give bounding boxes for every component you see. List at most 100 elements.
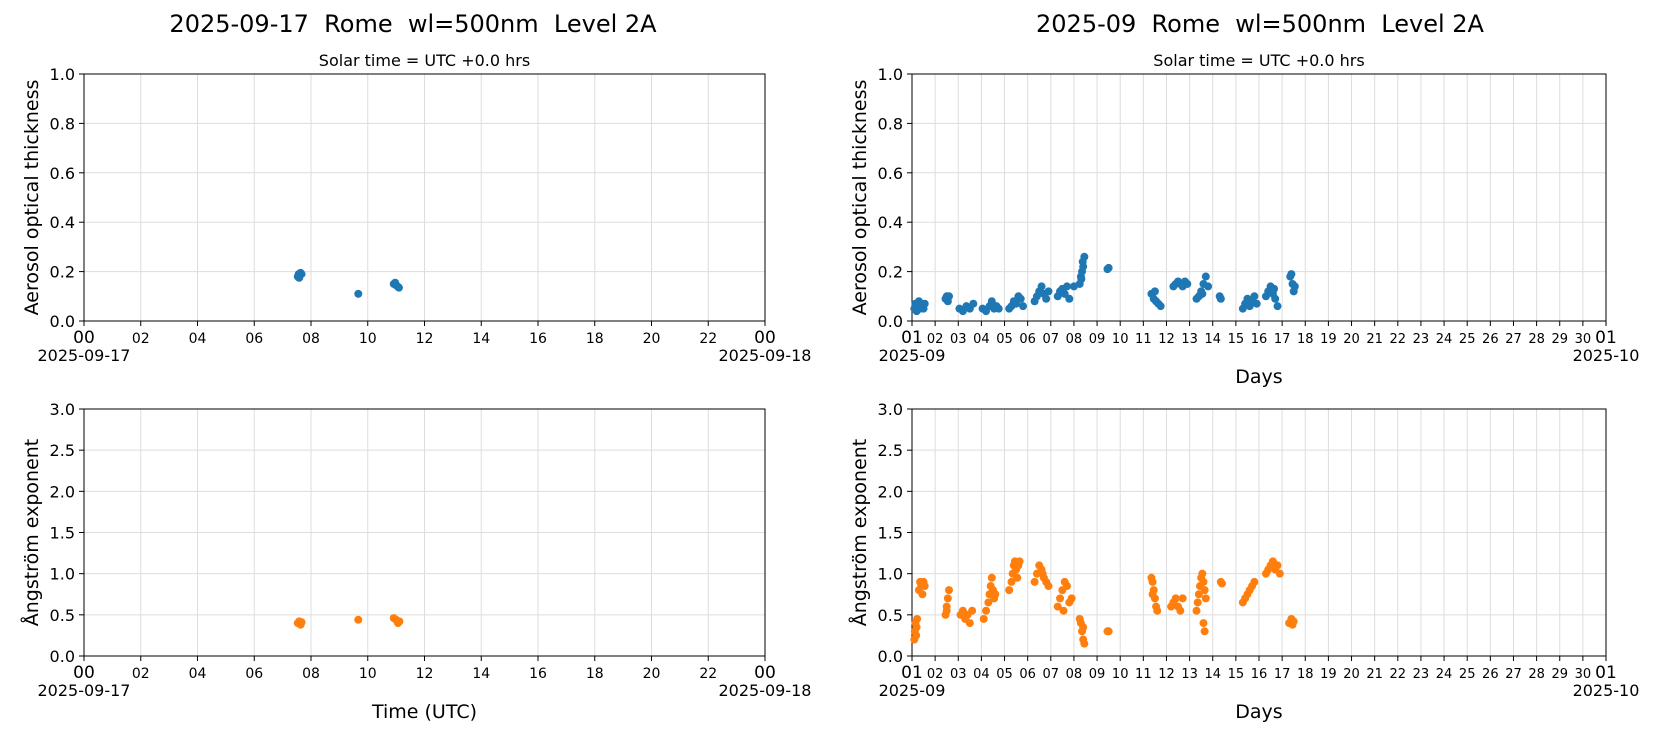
panel-3-data-point (1176, 606, 1185, 615)
panel-2-xtick-label: 04 (189, 666, 207, 682)
panel-1-xtick-label: 15 (1228, 332, 1245, 347)
panel-1-ytick-label: 0.2 (878, 263, 903, 282)
panel-2-data-point (297, 618, 306, 627)
panel-3-data-point (1273, 561, 1282, 570)
panel-2-xtick-label: 16 (529, 666, 547, 682)
panel-3-data-point (913, 614, 922, 623)
panel-3-data-point (982, 606, 991, 615)
panel-1-xtick-label: 02 (927, 332, 944, 347)
panel-3-data-point (1038, 569, 1047, 578)
panel-3-data-point (965, 619, 974, 628)
panel-1-data-point (1287, 270, 1296, 279)
panel-0-xtick-label: 00 (73, 328, 95, 348)
panel-1-ytick-label: 0.4 (878, 213, 903, 232)
panel-2-xtick-label: 00 (754, 663, 776, 683)
panel-3-xtick-label: 05 (996, 667, 1013, 682)
panel-0-ytick-label: 0.4 (50, 213, 75, 232)
panel-3-xtick-label: 01 (901, 663, 923, 683)
panel-3-xtick-label: 06 (1019, 667, 1036, 682)
panel-3-data-point (987, 573, 996, 582)
panel-3-ytick-label: 3.0 (878, 400, 903, 419)
panel-3-data-point (968, 606, 977, 615)
panel-3-data-point (1178, 594, 1187, 603)
panel-3-data-point (1013, 573, 1022, 582)
panel-2-xtick-label: 10 (359, 666, 377, 682)
panel-3-xtick-label: 15 (1228, 667, 1245, 682)
panel-1-data-point (1019, 302, 1028, 311)
panel-0-xdate-start: 2025-09-17 (38, 346, 131, 365)
panel-2-xtick-label: 14 (472, 666, 490, 682)
panel-1-data-point (1037, 282, 1046, 291)
panel-3-data-point (1080, 639, 1089, 648)
panel-3-xtick-label: 04 (973, 667, 990, 682)
panel-0-xtick-label: 14 (472, 331, 490, 347)
panel-3-data-point (1198, 569, 1207, 578)
panel-3-xlabel: Days (1235, 701, 1282, 723)
panel-3-xdate-end: 2025-10 (1573, 681, 1640, 700)
left-column-title: 2025-09-17 Rome wl=500nm Level 2A (169, 10, 657, 38)
panel-0-ytick-label: 0.0 (50, 312, 75, 331)
panel-1-xtick-label: 08 (1066, 332, 1083, 347)
panel-3-data-point (1030, 577, 1039, 586)
panel-3-data-point (1171, 594, 1180, 603)
panel-3-data-point (1044, 582, 1053, 591)
panel-3-data-point (1059, 606, 1068, 615)
panel-1-ylabel: Aerosol optical thickness (849, 80, 871, 316)
panel-1-xtick-label: 01 (1595, 328, 1617, 348)
panel-1-ytick-label: 0.6 (878, 164, 903, 183)
panel-1-ytick-label: 1.0 (878, 65, 903, 84)
panel-3-xtick-label: 07 (1043, 667, 1060, 682)
panel-1-xtick-label: 19 (1320, 332, 1337, 347)
panel-3-data-point (1275, 569, 1284, 578)
panel-0-ytick-label: 0.8 (50, 114, 75, 133)
panel-3-data-point (984, 598, 993, 607)
panel-0-data-point (295, 273, 304, 282)
panel-3-axes-frame (911, 408, 1607, 657)
panel-3-ytick-label: 2.0 (878, 482, 903, 501)
panel-3-ylabel: Ångström exponent (848, 439, 871, 627)
panel-1-xtick-label: 09 (1089, 332, 1106, 347)
panel-3-xtick-label: 25 (1459, 667, 1476, 682)
panel-1-xtick-label: 13 (1181, 332, 1198, 347)
panel-1-data-point (1156, 302, 1165, 311)
panel-1-xdate-end: 2025-10 (1573, 346, 1640, 365)
panel-3-data-point (1053, 602, 1062, 611)
panel-1-ytick-label: 0.8 (878, 114, 903, 133)
panel-1-xtick-label: 06 (1019, 332, 1036, 347)
panel-3-xtick-label: 20 (1343, 667, 1360, 682)
panel-1-data-point (969, 299, 978, 308)
panel-3-xtick-label: 22 (1390, 667, 1407, 682)
panel-1-data-point (1198, 289, 1207, 298)
panel-1-data-point (1104, 263, 1113, 272)
panel-0-xtick-label: 18 (586, 331, 604, 347)
panel-3-data-point (1193, 598, 1202, 607)
panel-3-xtick-label: 01 (1595, 663, 1617, 683)
panel-0-xtick-label: 10 (359, 331, 377, 347)
panel-2-data-point (354, 615, 363, 624)
panel-2-ytick-label: 0.0 (50, 647, 75, 666)
panel-1-xtick-label: 22 (1390, 332, 1407, 347)
panel-1-data-point (1042, 294, 1051, 303)
panel-3-xtick-label: 28 (1528, 667, 1545, 682)
panel-2-xtick-label: 12 (416, 666, 434, 682)
panel-2-xdate-start: 2025-09-17 (38, 681, 131, 700)
panel-3-data-point (1015, 557, 1024, 566)
panel-3-data-point (918, 590, 927, 599)
panel-3-xtick-label: 09 (1089, 667, 1106, 682)
panel-1-xtick-label: 30 (1575, 332, 1592, 347)
panel-3-data-point (1005, 586, 1014, 595)
panel-0-xdate-end: 2025-09-18 (719, 346, 812, 365)
panel-1-data-point (1062, 282, 1071, 291)
panel-1-xtick-label: 11 (1135, 332, 1152, 347)
panel-2-xtick-label: 02 (132, 666, 150, 682)
panel-3-data-point (1200, 627, 1209, 636)
panel-3-data-point (1200, 586, 1209, 595)
panel-1-xtick-label: 23 (1413, 332, 1430, 347)
panel-3-data-point (1250, 577, 1259, 586)
panel-1-xtick-label: 20 (1343, 332, 1360, 347)
panel-1-ytick-label: 0.0 (878, 312, 903, 331)
panel-0-ytick-label: 1.0 (50, 65, 75, 84)
panel-3-ytick-label: 0.0 (878, 647, 903, 666)
panel-3-xtick-label: 17 (1274, 667, 1291, 682)
panel-2-ytick-label: 1.0 (50, 565, 75, 584)
